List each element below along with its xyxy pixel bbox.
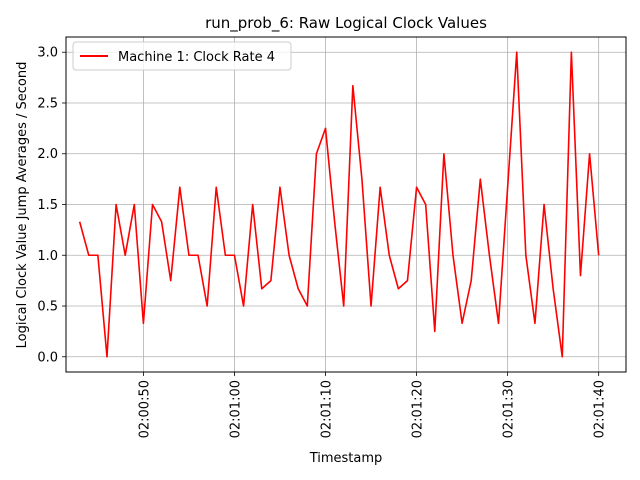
- series-layer: [78, 51, 600, 358]
- legend-box: [72, 41, 292, 71]
- y-tick-label: 0.0: [37, 350, 58, 365]
- chart-title: run_prob_6: Raw Logical Clock Values: [205, 14, 487, 33]
- y-axis: 0.0 0.5 1.0 1.5 2.0 2.5 3.0: [37, 46, 66, 365]
- x-tick-label: 02:00:50: [137, 380, 152, 438]
- x-tick-label: 02:01:00: [228, 380, 243, 438]
- x-axis-title: Timestamp: [309, 451, 383, 466]
- y-tick-label: 1.5: [37, 198, 58, 213]
- x-tick-label: 02:01:20: [411, 380, 426, 438]
- x-axis: 02:00:50 02:01:00 02:01:10 02:01:20 02:01:30…: [137, 372, 608, 438]
- y-tick-label: 2.0: [37, 147, 58, 162]
- legend-label: Machine 1: Clock Rate 4: [118, 50, 275, 65]
- x-tick-label: 02:01:40: [593, 380, 608, 438]
- y-tick-label: 0.5: [37, 300, 58, 315]
- y-tick-label: 3.0: [37, 46, 58, 61]
- y-axis-title: Logical Clock Value Jump Averages / Seco…: [15, 62, 30, 349]
- series-line-0: [78, 51, 600, 358]
- y-tick-label: 1.0: [37, 249, 58, 264]
- grid-lines: [66, 37, 626, 372]
- y-tick-label: 2.5: [37, 96, 58, 111]
- x-tick-label: 02:01:30: [502, 380, 517, 438]
- legend: Machine 1: Clock Rate 4: [72, 41, 292, 71]
- x-tick-label: 02:01:10: [320, 380, 335, 438]
